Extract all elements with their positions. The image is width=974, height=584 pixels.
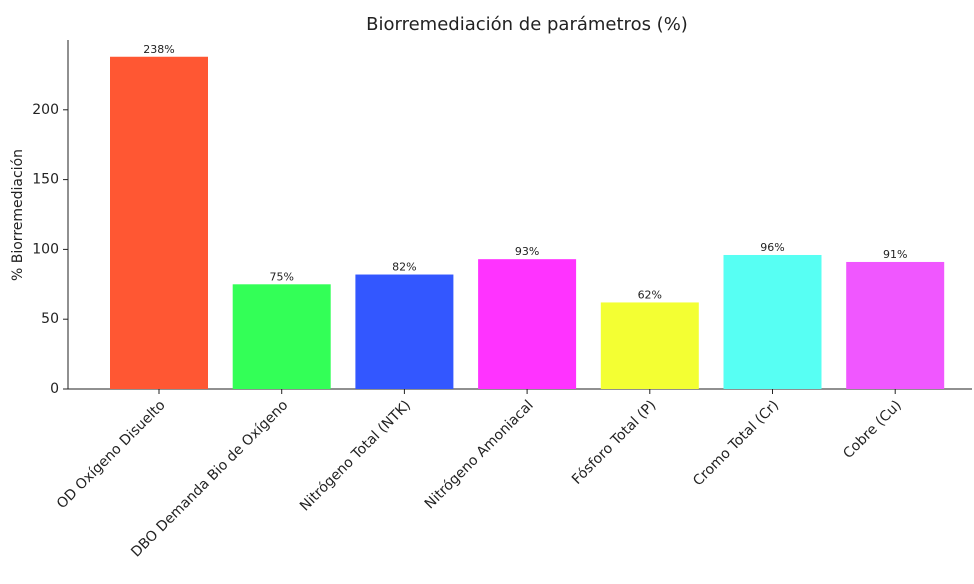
- value-label: 82%: [392, 261, 416, 274]
- value-label: 238%: [143, 43, 174, 56]
- x-tick-label: Fósforo Total (P): [569, 397, 659, 487]
- bar: [110, 56, 208, 389]
- bar: [478, 259, 577, 389]
- y-axis-label: % Biorremediación: [10, 149, 26, 281]
- bar: [355, 274, 454, 389]
- value-label: 62%: [638, 288, 662, 301]
- chart-title: Biorremediación de parámetros (%): [366, 14, 688, 35]
- x-tick-label: Cromo Total (Cr): [690, 397, 782, 489]
- value-label: 75%: [269, 270, 293, 283]
- bar: [232, 284, 331, 389]
- y-tick-label: 150: [32, 172, 59, 188]
- value-label: 96%: [760, 241, 784, 254]
- x-tick-label: Nitrógeno Total (NTK): [297, 397, 414, 514]
- value-label: 91%: [883, 248, 907, 261]
- bar: [846, 261, 945, 389]
- x-tick-label: OD Oxígeno Disuelto: [54, 397, 169, 512]
- x-tick-label: Nitrógeno Amoniacal: [422, 397, 537, 512]
- y-tick-label: 200: [32, 102, 59, 118]
- bar: [600, 302, 699, 389]
- x-tick-label: Cobre (Cu): [840, 397, 905, 462]
- y-tick-label: 50: [41, 311, 59, 327]
- y-tick-label: 0: [50, 381, 59, 397]
- value-label: 93%: [515, 245, 539, 258]
- bar: [723, 254, 822, 389]
- y-tick-label: 100: [32, 241, 59, 257]
